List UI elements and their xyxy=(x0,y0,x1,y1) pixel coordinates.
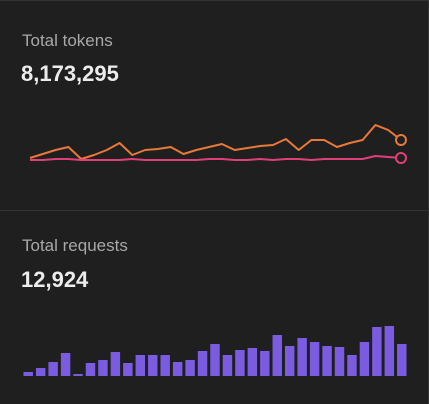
bar xyxy=(309,342,320,376)
bar xyxy=(73,374,83,376)
bar xyxy=(210,344,220,376)
end-marker xyxy=(395,134,407,146)
card-label: Total tokens xyxy=(22,31,113,50)
bar xyxy=(260,351,270,376)
end-marker xyxy=(395,152,407,164)
bar xyxy=(284,346,295,376)
bar xyxy=(48,362,58,376)
bar xyxy=(384,326,395,376)
bar xyxy=(322,346,332,376)
bar xyxy=(85,363,96,376)
bar xyxy=(347,355,357,376)
bar xyxy=(110,352,121,376)
card-value: 12,924 xyxy=(21,267,89,292)
bar xyxy=(135,355,146,376)
card-label: Total requests xyxy=(22,236,128,255)
bar xyxy=(160,355,170,376)
bar xyxy=(60,353,71,376)
bar xyxy=(297,338,307,376)
bar xyxy=(372,327,382,376)
bar xyxy=(148,355,158,376)
bar xyxy=(123,363,133,376)
bar xyxy=(222,355,233,376)
bar xyxy=(247,348,258,376)
bar xyxy=(23,372,33,376)
bar xyxy=(185,360,195,376)
bar xyxy=(235,350,245,376)
bar xyxy=(359,342,370,376)
bar xyxy=(35,368,46,376)
bar xyxy=(397,344,407,376)
card-value: 8,173,295 xyxy=(21,61,119,86)
line xyxy=(29,124,402,160)
bar xyxy=(272,335,282,376)
bar xyxy=(334,347,345,376)
line xyxy=(30,155,402,161)
bar xyxy=(98,360,108,376)
bar xyxy=(172,362,183,376)
bar xyxy=(197,351,208,376)
